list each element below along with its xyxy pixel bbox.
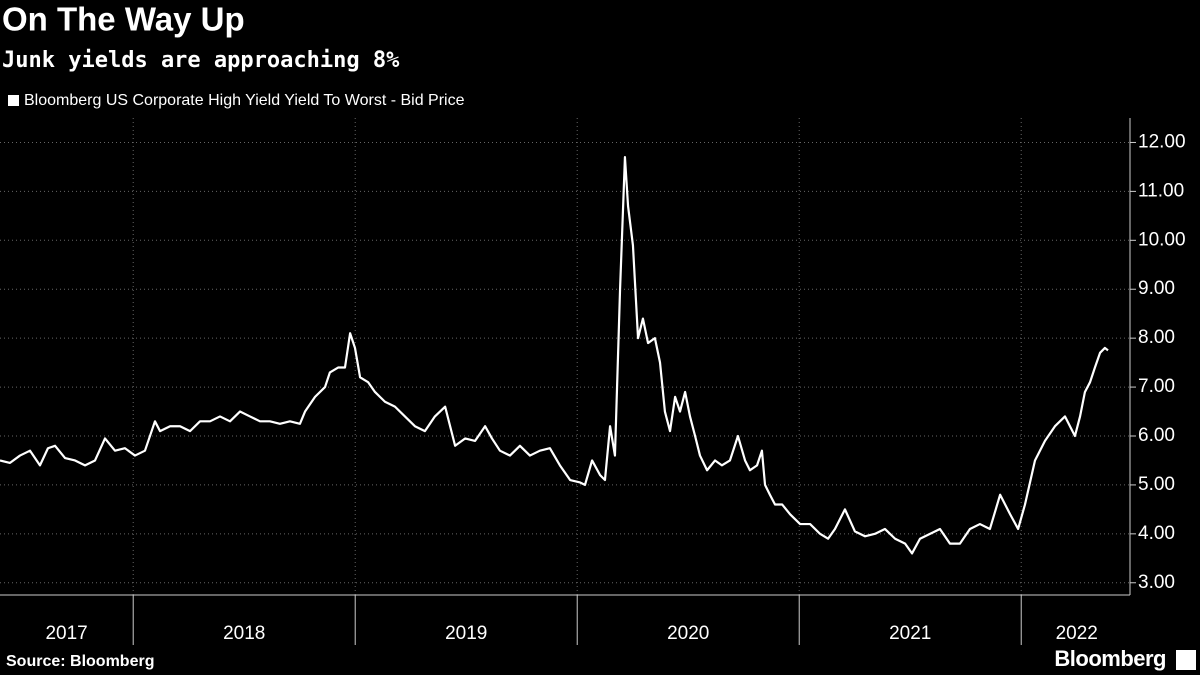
x-tick-label: 2018 (223, 623, 265, 644)
source: Source: Bloomberg (6, 653, 154, 670)
y-tick-label: 11.00 (1138, 180, 1184, 201)
x-tick-label: 2019 (445, 623, 487, 644)
y-tick-label: 6.00 (1138, 425, 1175, 446)
legend-swatch (8, 95, 19, 106)
y-tick-label: 8.00 (1138, 327, 1175, 348)
y-tick-label: 9.00 (1138, 278, 1175, 299)
y-tick-label: 5.00 (1138, 474, 1175, 495)
y-tick-label: 12.00 (1138, 131, 1186, 152)
x-tick-label: 2020 (667, 623, 709, 644)
y-tick-label: 4.00 (1138, 523, 1175, 544)
x-tick-label: 2022 (1056, 623, 1098, 644)
x-tick-label: 2021 (889, 623, 931, 644)
legend-label: Bloomberg US Corporate High Yield Yield … (24, 92, 465, 109)
brand-logo: Bloomberg (1054, 646, 1166, 671)
y-tick-label: 7.00 (1138, 376, 1175, 397)
y-tick-label: 10.00 (1138, 229, 1186, 250)
brand-icon (1176, 650, 1196, 670)
chart-subtitle: Junk yields are approaching 8% (2, 48, 400, 73)
x-tick-label: 2017 (45, 623, 87, 644)
line-series (0, 156, 1109, 555)
chart-title: On The Way Up (2, 1, 245, 38)
y-tick-label: 3.00 (1138, 572, 1175, 593)
